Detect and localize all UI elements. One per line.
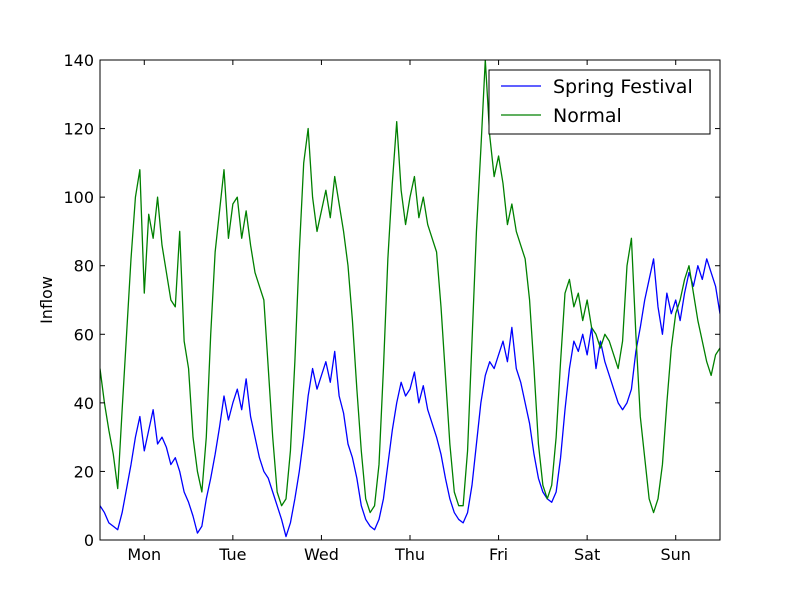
x-tick-label: Sat bbox=[574, 545, 600, 564]
x-tick-label: Sun bbox=[660, 545, 690, 564]
legend-label: Normal bbox=[553, 105, 622, 127]
x-tick-label: Wed bbox=[304, 545, 339, 564]
y-tick-label: 100 bbox=[63, 188, 94, 207]
y-tick-label: 60 bbox=[74, 325, 94, 344]
series-line-normal bbox=[100, 60, 720, 514]
x-tick-label: Mon bbox=[127, 545, 161, 564]
legend: Spring Festival Normal bbox=[488, 69, 711, 135]
y-tick-label: 20 bbox=[74, 462, 94, 481]
y-tick-label: 80 bbox=[74, 257, 94, 276]
x-tick-label: Tue bbox=[218, 545, 246, 564]
y-tick-label: 120 bbox=[63, 120, 94, 139]
axes-layer: 0 20 40 60 80 100 120 140 Mon Tue Wed Thu Fri Sat Sun bbox=[63, 51, 721, 564]
y-tick-label: 40 bbox=[74, 394, 94, 413]
series-layer bbox=[100, 60, 720, 538]
legend-label: Spring Festival bbox=[553, 76, 693, 98]
legend-box bbox=[488, 69, 711, 135]
y-axis-label: Inflow bbox=[37, 276, 56, 324]
y-tick-label: 0 bbox=[84, 531, 94, 550]
x-tick-label: Fri bbox=[489, 545, 508, 564]
plot-background bbox=[100, 60, 720, 540]
y-tick-label: 140 bbox=[63, 51, 94, 70]
x-tick-label: Thu bbox=[394, 545, 425, 564]
plot-area bbox=[100, 60, 720, 540]
series-line-spring-festival bbox=[100, 258, 720, 538]
